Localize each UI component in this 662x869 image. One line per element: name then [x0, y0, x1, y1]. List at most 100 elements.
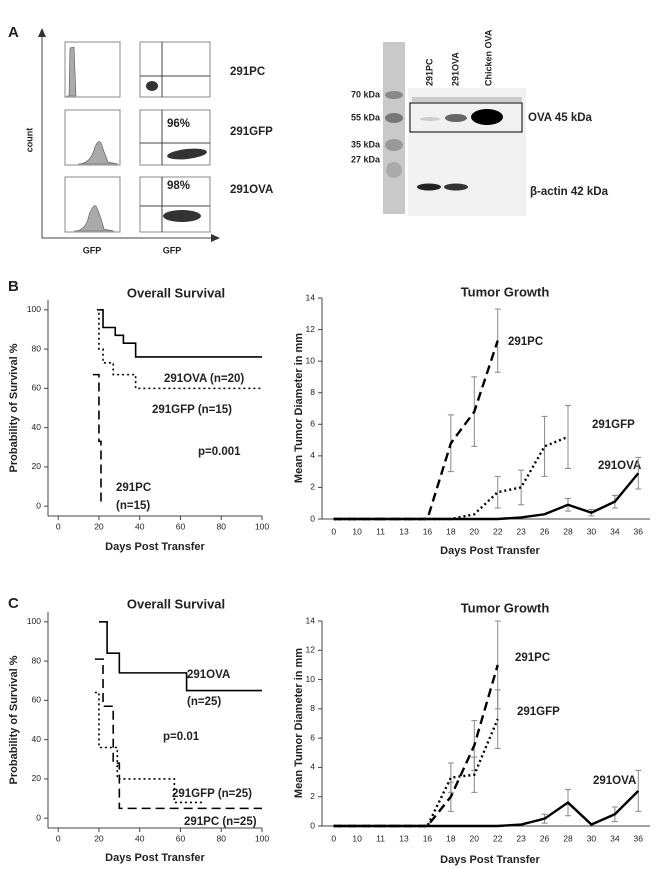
x-tick-label: 100	[255, 521, 269, 531]
annotation: 291PC	[116, 482, 151, 494]
x-tick-label: 30	[587, 526, 597, 536]
y-tick-label: 14	[306, 292, 316, 302]
blot-band	[417, 183, 441, 191]
x-tick-label: 0	[331, 526, 336, 536]
percent-label: 98%	[167, 180, 190, 192]
marker-label: 35 kDa	[351, 139, 381, 149]
x-tick-label: 34	[610, 833, 620, 843]
y-tick-label: 60	[32, 695, 42, 705]
annotation: 291GFP	[517, 706, 560, 718]
dot-plot-box	[139, 176, 211, 233]
dot-cluster	[167, 148, 207, 160]
x-tick-label: 0	[56, 521, 61, 531]
y-tick-label: 0	[36, 500, 41, 510]
y-axis-label: Probability of Survival %	[8, 343, 20, 472]
x-tick-label: 22	[493, 526, 503, 536]
annotation: p=0.01	[163, 731, 200, 743]
x-tick-label: 10	[352, 526, 362, 536]
x-tick-label: 20	[470, 833, 480, 843]
ladder-band	[386, 162, 402, 178]
y-tick-label: 20	[32, 773, 42, 783]
axis-label: GFP	[83, 245, 102, 255]
blot-band	[444, 183, 468, 191]
chart-title: Overall Survival	[127, 596, 225, 611]
survival-curve	[92, 373, 102, 507]
x-tick-label: 80	[217, 521, 227, 531]
histogram	[66, 46, 77, 97]
chart-title: Tumor Growth	[461, 600, 550, 615]
membrane	[408, 88, 526, 216]
y-tick-label: 80	[32, 655, 42, 665]
annotation: 291OVA	[187, 669, 230, 681]
x-tick-label: 23	[516, 526, 526, 536]
annotation: 291GFP	[592, 419, 635, 431]
annotation: (n=15)	[116, 500, 150, 512]
growth-line	[333, 790, 640, 828]
x-tick-label: 30	[587, 833, 597, 843]
x-tick-label: 20	[94, 833, 104, 843]
annotation: 291OVA	[593, 775, 636, 787]
x-tick-label: 40	[135, 833, 145, 843]
survival-curve	[94, 691, 205, 804]
x-tick-label: 13	[399, 526, 409, 536]
annotation: 291GFP (n=15)	[152, 404, 232, 416]
y-axis-label: Probability of Survival %	[8, 655, 20, 784]
y-tick-label: 20	[32, 461, 42, 471]
error-bar	[635, 456, 642, 490]
x-tick-label: 18	[446, 526, 456, 536]
x-tick-label: 11	[376, 526, 385, 536]
x-axis-label: Days Post Transfer	[105, 541, 205, 553]
x-tick-label: 36	[634, 526, 644, 536]
y-tick-label: 60	[32, 383, 42, 393]
annotation: 291GFP (n=25)	[172, 788, 252, 800]
lane-label: 291OVA	[450, 52, 460, 86]
survival-curve	[94, 658, 262, 810]
x-tick-label: 60	[176, 521, 186, 531]
y-tick-label: 4	[310, 450, 315, 460]
x-tick-label: 26	[540, 526, 550, 536]
x-tick-label: 34	[610, 526, 620, 536]
x-tick-label: 28	[563, 833, 573, 843]
arrow-head	[38, 28, 46, 37]
y-tick-label: 6	[310, 732, 315, 742]
y-tick-label: 6	[310, 419, 315, 429]
y-tick-label: 2	[310, 482, 315, 492]
y-tick-label: 8	[310, 703, 315, 713]
x-tick-label: 20	[94, 521, 104, 531]
blot-panel: 291PC 291OVA Chicken OVA 70 kDa 55 kDa 3…	[351, 29, 609, 216]
x-tick-label: 36	[634, 833, 644, 843]
y-axis-label: Mean Tumor Diameter in mm	[293, 648, 305, 798]
error-bar	[494, 475, 501, 509]
annotation: 291OVA	[598, 460, 641, 472]
marker-label: 70 kDa	[351, 89, 381, 99]
blot-band	[471, 109, 503, 125]
y-tick-label: 40	[32, 734, 42, 744]
growth-line	[333, 472, 640, 521]
growth-line	[333, 718, 499, 828]
axis-label: GFP	[163, 245, 182, 255]
annotation: 291OVA (n=20)	[164, 373, 244, 385]
y-tick-label: 0	[310, 820, 315, 830]
flow-panel: count GFP GFP 96% 98% 291PC 291GFP 291OV…	[24, 28, 273, 255]
y-tick-label: 0	[310, 513, 315, 523]
x-tick-label: 28	[563, 526, 573, 536]
error-bar	[541, 415, 548, 477]
error-bar	[635, 769, 642, 812]
x-axis-label: Days Post Transfer	[440, 854, 540, 866]
dot-plot-box	[139, 109, 211, 166]
panel-label: A	[8, 24, 19, 41]
x-tick-label: 60	[176, 833, 186, 843]
ladder-band	[385, 113, 403, 123]
x-axis-label: Days Post Transfer	[105, 852, 205, 864]
x-tick-label: 100	[255, 833, 269, 843]
x-tick-label: 18	[446, 833, 456, 843]
dot-plot-box	[139, 41, 211, 98]
y-tick-label: 12	[306, 324, 316, 334]
error-bar	[447, 762, 454, 793]
histogram-box	[64, 176, 121, 233]
row-label: 291GFP	[230, 126, 273, 138]
ladder-lane	[383, 42, 405, 214]
y-tick-label: 10	[306, 674, 316, 684]
axis-label: count	[24, 128, 34, 153]
x-tick-label: 80	[217, 833, 227, 843]
